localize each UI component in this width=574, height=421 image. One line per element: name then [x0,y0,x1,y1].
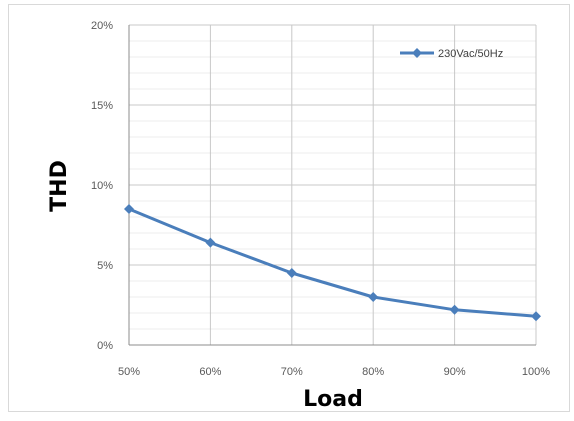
legend: 230Vac/50Hz [400,48,503,60]
y-tick-label: 5% [97,260,113,272]
axes [128,25,536,346]
y-tick-label: 0% [97,340,113,352]
data-point-marker [286,268,297,278]
legend-marker [412,48,422,58]
y-tick-label: 15% [91,100,113,112]
data-point-marker [531,311,541,322]
data-point-marker [205,237,216,248]
x-axis-title: Load [303,387,363,412]
chart-frame [8,4,570,412]
data-point-marker [449,304,460,315]
legend-label: 230Vac/50Hz [438,48,503,60]
gridlines [129,24,537,346]
data-point-marker [124,204,134,214]
series-group [124,204,541,322]
y-axis-title: THD [47,160,72,212]
y-tick-label: 10% [91,180,113,192]
x-tick-label: 50% [118,366,140,378]
y-tick-label: 20% [91,20,113,32]
x-tick-label: 70% [281,366,303,378]
series-line [128,207,537,318]
y-tick-labels: 0% 5% 10% 15% 20% [91,20,113,352]
data-point-marker [368,292,379,302]
x-tick-label: 90% [444,366,466,378]
x-tick-label: 100% [522,366,550,378]
x-tick-label: 80% [362,366,384,378]
x-tick-label: 60% [199,366,221,378]
x-tick-labels: 50% 60% 70% 80% 90% 100% [118,366,550,378]
